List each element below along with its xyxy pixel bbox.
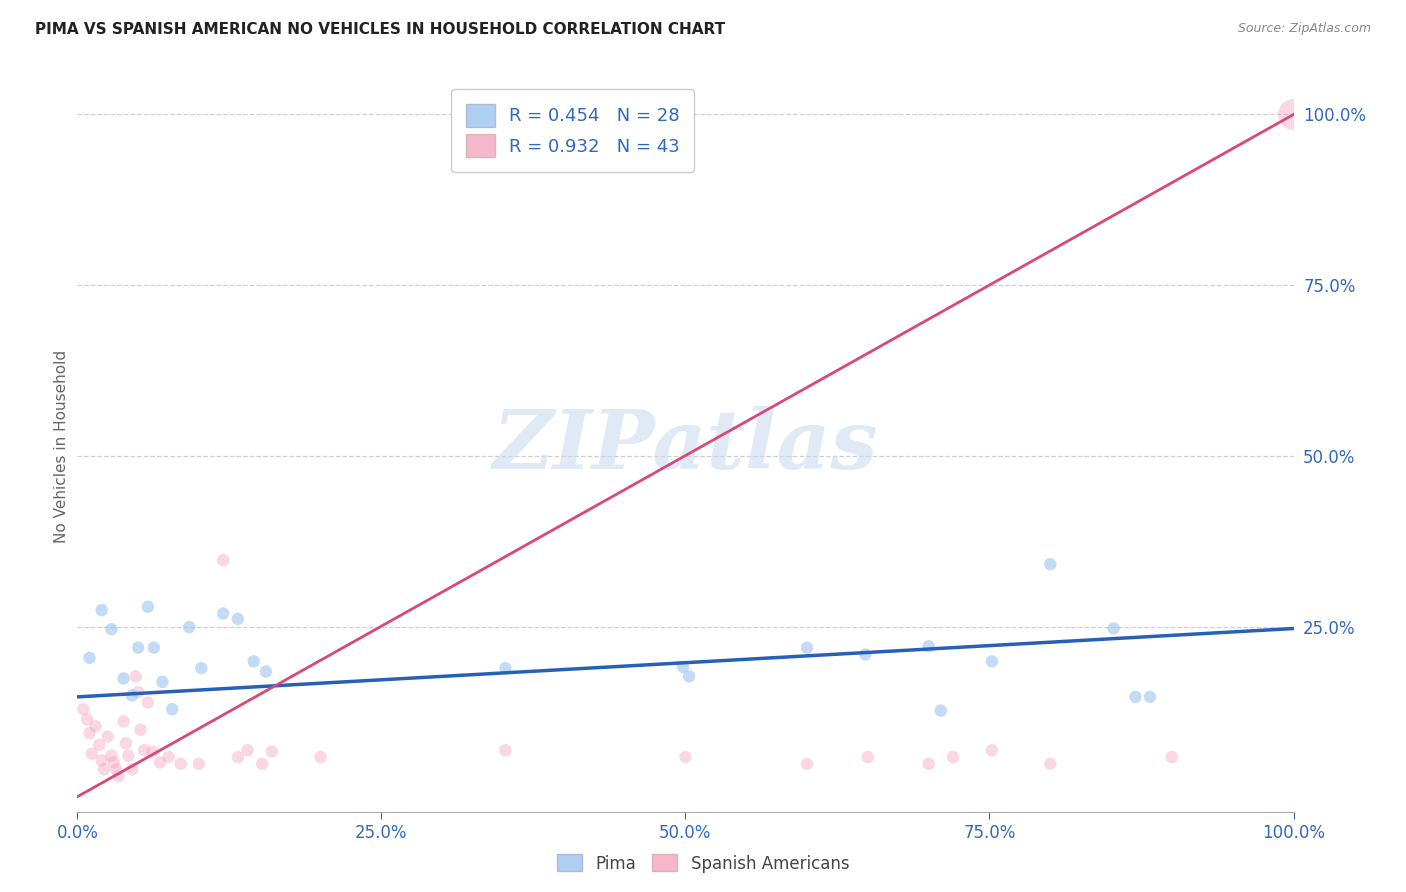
Point (142, 745, 165, 759)
Point (112, 714, 135, 729)
Legend: R = 0.454   N = 28, R = 0.932   N = 43: R = 0.454 N = 28, R = 0.932 N = 43 (451, 89, 695, 172)
Point (1282, 107, 1305, 121)
Point (494, 743, 516, 757)
Point (97, 730, 120, 744)
Point (226, 750, 249, 764)
Text: Source: ZipAtlas.com: Source: ZipAtlas.com (1237, 22, 1371, 36)
Point (90, 603, 112, 617)
Point (236, 743, 259, 757)
Point (80, 747, 103, 761)
Point (796, 756, 818, 771)
Point (157, 750, 180, 764)
Point (129, 723, 152, 737)
Point (796, 640, 818, 655)
Point (125, 669, 148, 683)
Point (942, 750, 965, 764)
Point (136, 599, 159, 614)
Point (855, 648, 877, 662)
Point (152, 674, 174, 689)
Point (212, 607, 235, 621)
Point (250, 756, 273, 771)
Point (1039, 756, 1062, 771)
Point (226, 612, 249, 626)
Point (89, 738, 111, 752)
Point (980, 654, 1002, 668)
Point (672, 660, 695, 674)
Point (105, 762, 128, 776)
Text: PIMA VS SPANISH AMERICAN NO VEHICLES IN HOUSEHOLD CORRELATION CHART: PIMA VS SPANISH AMERICAN NO VEHICLES IN … (35, 22, 725, 37)
Point (260, 745, 283, 759)
Text: ZIPatlas: ZIPatlas (492, 406, 879, 486)
Point (79, 651, 101, 665)
Point (149, 756, 172, 770)
Point (179, 620, 201, 634)
Point (84, 719, 107, 733)
Point (309, 750, 332, 764)
Point (918, 756, 941, 771)
Point (79, 726, 101, 740)
Point (856, 750, 879, 764)
Point (127, 640, 149, 655)
Point (1102, 622, 1125, 636)
Point (72, 702, 94, 716)
Point (115, 736, 138, 750)
Point (76, 713, 98, 727)
Point (107, 769, 129, 783)
Point (678, 669, 700, 683)
Point (90, 754, 112, 768)
Point (188, 756, 211, 771)
Point (254, 665, 277, 679)
Point (170, 756, 193, 771)
Point (100, 622, 122, 636)
Point (160, 702, 183, 716)
Point (103, 756, 125, 770)
Point (1139, 690, 1161, 704)
Point (112, 672, 135, 686)
Point (134, 743, 156, 757)
Point (1125, 690, 1147, 704)
Y-axis label: No Vehicles in Household: No Vehicles in Household (53, 350, 69, 542)
Point (142, 640, 165, 655)
Point (242, 654, 264, 668)
Point (190, 661, 212, 675)
Point (675, 750, 697, 764)
Legend: Pima, Spanish Americans: Pima, Spanish Americans (550, 847, 856, 880)
Point (1161, 750, 1184, 764)
Point (136, 695, 159, 709)
Point (212, 553, 235, 567)
Point (1039, 558, 1062, 572)
Point (929, 704, 952, 718)
Point (100, 748, 122, 763)
Point (121, 689, 143, 703)
Point (93, 762, 115, 776)
Point (494, 661, 516, 675)
Point (980, 743, 1002, 757)
Point (121, 762, 143, 776)
Point (117, 748, 139, 763)
Point (127, 685, 149, 699)
Point (918, 640, 941, 654)
